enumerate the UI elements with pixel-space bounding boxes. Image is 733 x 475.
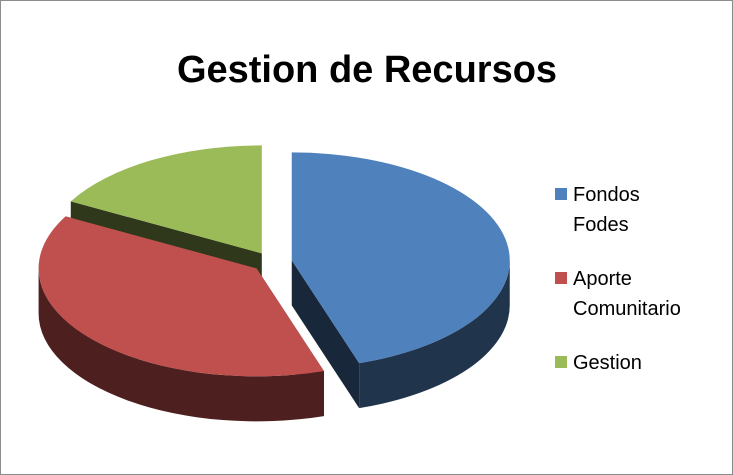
slice-side <box>359 260 510 409</box>
slice-side <box>38 268 324 422</box>
slice <box>38 216 324 377</box>
legend-label: Fondos Fodes <box>573 184 640 236</box>
legend-item: Gestion <box>555 348 725 378</box>
legend: Fondos Fodes Aporte Comunitario Gestion <box>555 180 725 402</box>
chart-title: Gestion de Recursos <box>177 49 557 91</box>
slice <box>70 145 262 254</box>
legend-swatch <box>555 272 567 284</box>
legend-swatch <box>555 188 567 200</box>
legend-item: Fondos Fodes <box>555 180 725 240</box>
legend-label: Gestion <box>573 352 642 374</box>
pie-tops <box>38 145 510 377</box>
legend-swatch <box>555 356 567 368</box>
slice <box>291 152 510 364</box>
legend-label: Aporte Comunitario <box>573 268 681 320</box>
slice-wall <box>291 260 360 409</box>
legend-item: Aporte Comunitario <box>555 264 725 324</box>
